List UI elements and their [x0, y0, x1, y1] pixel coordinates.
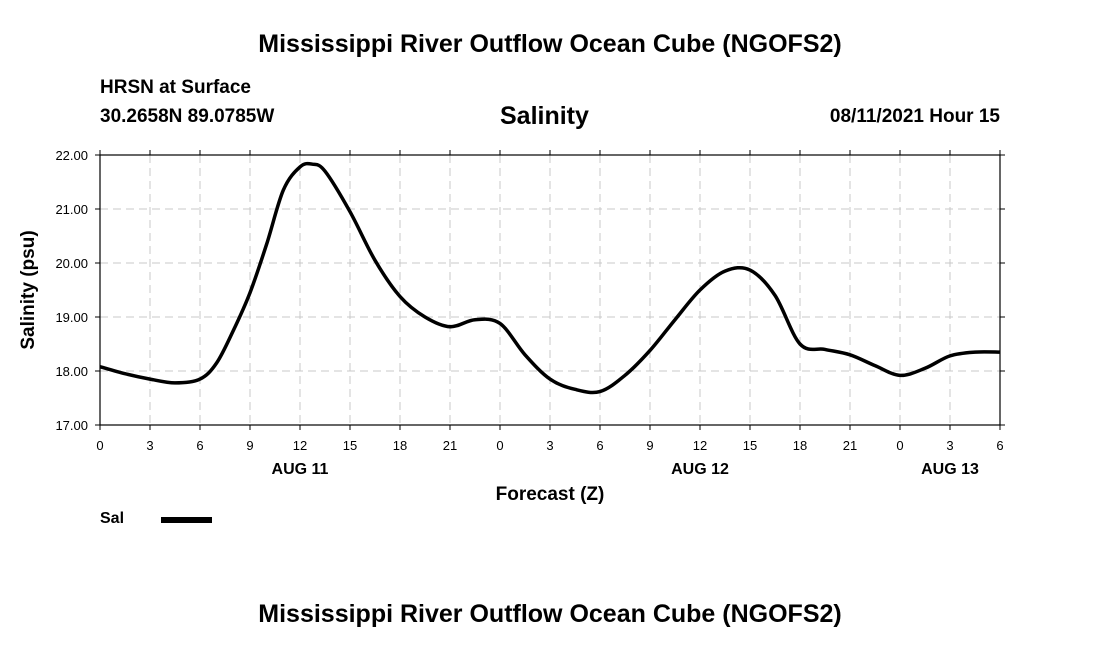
- x-tick-label: 18: [393, 438, 407, 453]
- legend-line-swatch: [161, 517, 212, 523]
- y-tick-label: 20.00: [55, 256, 88, 271]
- x-tick-label: 3: [546, 438, 553, 453]
- x-tick-label: 6: [196, 438, 203, 453]
- salinity-series-line: [99, 161, 1001, 395]
- date-label: AUG 12: [671, 461, 729, 478]
- forecast-timestamp: 08/11/2021 Hour 15: [829, 106, 1000, 127]
- x-tick-label: 9: [246, 438, 253, 453]
- x-tick-label: 12: [693, 438, 707, 453]
- x-tick-label: 6: [596, 438, 603, 453]
- date-label: AUG 11: [272, 461, 329, 478]
- y-tick-label: 17.00: [55, 418, 88, 433]
- station-name: HRSN at Surface: [100, 77, 251, 98]
- top-title: Mississippi River Outflow Ocean Cube (NG…: [258, 30, 842, 58]
- variable-title: Salinity: [500, 102, 589, 130]
- legend-label: Sal: [100, 510, 125, 527]
- y-tick-label: 18.00: [55, 364, 88, 379]
- x-axis-label: Forecast (Z): [496, 484, 605, 505]
- x-tick-label: 6: [996, 438, 1003, 453]
- station-coordinates: 30.2658N 89.0785W: [100, 106, 275, 127]
- y-axis-label: Salinity (psu): [18, 230, 39, 349]
- x-tick-label: 0: [96, 438, 103, 453]
- x-tick-label: 3: [146, 438, 153, 453]
- x-tick-label: 21: [443, 438, 457, 453]
- date-label: AUG 13: [921, 461, 979, 478]
- y-tick-label: 22.00: [55, 148, 88, 163]
- bottom-title: Mississippi River Outflow Ocean Cube (NG…: [258, 600, 842, 628]
- x-tick-label: 21: [843, 438, 857, 453]
- x-tick-label: 12: [293, 438, 307, 453]
- y-tick-label: 21.00: [55, 202, 88, 217]
- x-tick-label: 3: [946, 438, 953, 453]
- x-tick-label: 0: [496, 438, 503, 453]
- x-tick-label: 9: [646, 438, 653, 453]
- x-tick-label: 15: [343, 438, 357, 453]
- y-tick-label: 19.00: [55, 310, 88, 325]
- x-tick-label: 15: [743, 438, 757, 453]
- x-tick-label: 0: [896, 438, 903, 453]
- x-tick-label: 18: [793, 438, 807, 453]
